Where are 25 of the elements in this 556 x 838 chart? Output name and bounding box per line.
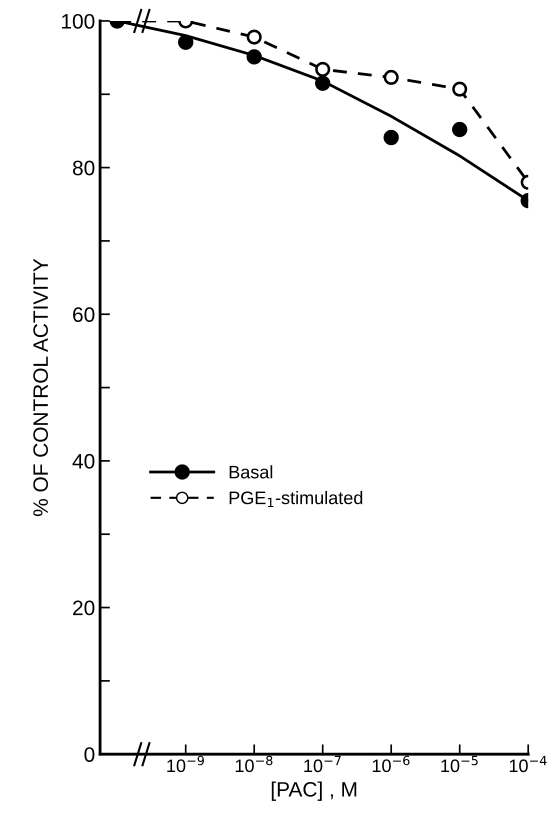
legend-label: Basal: [230, 465, 272, 478]
y-tick-label: 100: [62, 14, 94, 29]
x-tick-label: 10$^{−9}$: [167, 756, 204, 772]
y-tick-label: 40: [72, 454, 94, 469]
x-tick-label: 10$^{−5}$: [441, 756, 478, 772]
x-tick-label: 10$^{−4}$: [510, 756, 547, 772]
legend-label: PGE$_{1}$-stimulated: [230, 490, 362, 508]
x-tick-label: 10$^{−8}$: [236, 756, 272, 772]
point: [452, 82, 468, 97]
point: [246, 49, 262, 65]
y-tick-label: 80: [72, 160, 94, 176]
point: [246, 30, 262, 45]
point: [384, 130, 399, 146]
point: [452, 122, 468, 138]
point: [178, 34, 194, 50]
x-tick-label: 10$^{−7}$: [304, 756, 341, 772]
y-tick-label: 60: [73, 307, 94, 322]
x-tick-label: 10$^{−6}$: [372, 756, 410, 772]
x-axis-title: [PAC] , M: [272, 781, 356, 801]
point: [384, 70, 399, 85]
y-tick-label: 20: [73, 600, 94, 616]
point: [315, 76, 330, 91]
y-tick-label: 0: [84, 747, 94, 762]
y-axis-title: % OF CONTROL ACTIVITY: [33, 258, 48, 516]
point: [315, 62, 330, 77]
